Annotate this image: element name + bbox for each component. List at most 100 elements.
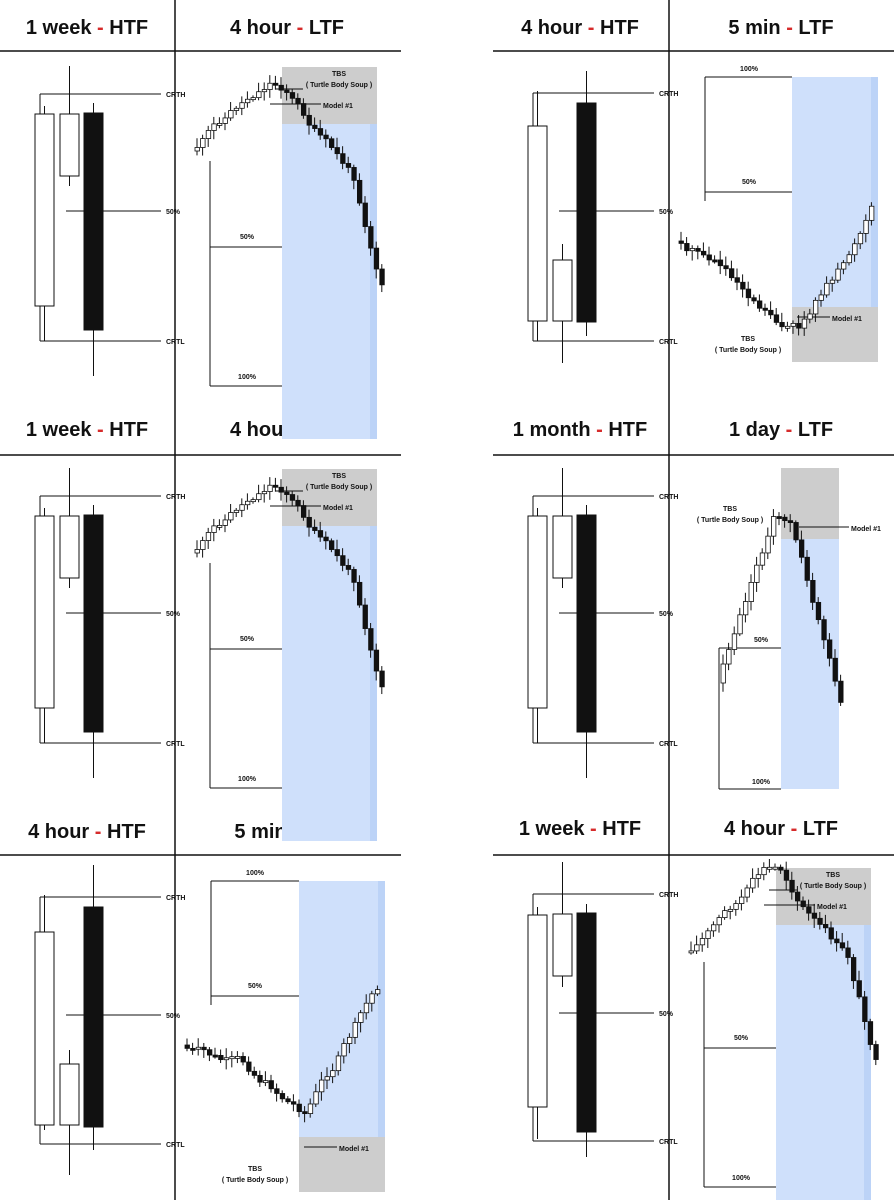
htf-crt-diagram: CRTH CRTL 50% xyxy=(34,468,185,778)
bullish-candle xyxy=(771,516,777,537)
bullish-candle xyxy=(228,110,234,119)
tbs-full-label: ( Turtle Body Soup ) xyxy=(697,517,763,524)
bullish-candle xyxy=(755,874,762,879)
header-timeframe: 1 day xyxy=(729,419,781,441)
bearish-candle xyxy=(678,240,684,244)
bullish-candle xyxy=(200,138,206,148)
bearish-candle xyxy=(345,163,352,168)
bullish-candle xyxy=(223,1057,230,1061)
bullish-candle xyxy=(216,525,223,528)
bullish-candle xyxy=(216,123,223,126)
bearish-candle xyxy=(811,912,818,919)
tbs-full-label: ( Turtle Body Soup ) xyxy=(222,1177,288,1184)
bearish-candle xyxy=(806,906,812,914)
bearish-candle xyxy=(576,912,597,1133)
bearish-candle xyxy=(373,649,380,672)
bearish-candle xyxy=(856,980,862,998)
bullish-candle xyxy=(244,500,251,506)
bullish-candle xyxy=(318,1079,325,1093)
bearish-candle xyxy=(302,1111,308,1115)
ltf-hundred-label: 100% xyxy=(246,870,265,877)
bullish-candle xyxy=(59,113,80,177)
bullish-candle xyxy=(59,515,80,579)
bearish-candle xyxy=(823,924,829,929)
bullish-candle xyxy=(727,908,734,912)
bullish-candle xyxy=(346,1036,353,1044)
bullish-candle xyxy=(211,123,217,131)
bullish-candle xyxy=(313,1091,319,1105)
header-dash: - xyxy=(785,818,803,840)
bearish-candle xyxy=(368,628,374,651)
ltf-fifty-label: 50% xyxy=(240,234,255,241)
fifty-label: 50% xyxy=(166,209,181,216)
bearish-candle xyxy=(723,265,729,270)
bearish-candle xyxy=(257,1074,263,1083)
bullish-candle xyxy=(34,113,55,307)
crtl-label: CRTL xyxy=(659,1139,678,1146)
bearish-candle xyxy=(295,499,301,506)
bearish-candle xyxy=(201,1046,207,1051)
bearish-candle xyxy=(867,1021,874,1045)
bullish-candle xyxy=(733,903,739,910)
bearish-candle xyxy=(832,657,838,682)
bearish-candle xyxy=(379,670,385,688)
header-dash: - xyxy=(591,419,609,441)
bullish-candle xyxy=(761,867,767,876)
bullish-candle xyxy=(256,493,262,501)
model-label: Model #1 xyxy=(323,103,353,110)
header-tag: HTF xyxy=(109,419,148,441)
header-dash: - xyxy=(89,821,107,843)
ltf-bullish-chart: 100% 50% Model #1 TBS ( Turtle Body Soup ) xyxy=(678,66,878,362)
bearish-candle xyxy=(184,1044,190,1049)
bullish-candle xyxy=(857,233,864,245)
bearish-candle xyxy=(778,866,784,871)
bearish-candle xyxy=(362,202,368,227)
header-tag: HTF xyxy=(602,818,641,840)
zone-edge xyxy=(864,925,871,1200)
bearish-candle xyxy=(768,309,774,316)
bearish-candle xyxy=(839,942,846,949)
bullish-candle xyxy=(527,125,548,322)
bearish-candle xyxy=(379,268,385,286)
accumulation-zone xyxy=(299,881,385,1137)
ltf-bearish-chart: 50% 100% TBS ( Turtle Body Soup ) Model #1 xyxy=(194,67,385,439)
bearish-candle xyxy=(290,1101,297,1105)
bearish-candle xyxy=(317,128,324,136)
zone-edge xyxy=(370,526,377,841)
bearish-candle xyxy=(800,900,806,908)
bullish-candle xyxy=(737,614,743,635)
header-timeframe: 4 hour xyxy=(724,818,785,840)
bearish-candle xyxy=(251,1070,258,1076)
crtl-label: CRTL xyxy=(166,339,185,346)
bearish-candle xyxy=(729,268,735,279)
header-tag: HTF xyxy=(109,17,148,39)
bullish-candle xyxy=(195,1046,202,1050)
bullish-candle xyxy=(527,914,548,1108)
ltf-fifty-label: 50% xyxy=(248,983,263,990)
fifty-label: 50% xyxy=(166,1013,181,1020)
ltf-fifty-label: 50% xyxy=(734,1035,749,1042)
bullish-candle xyxy=(759,552,766,566)
panel-header-9: 4 hour - HTF xyxy=(28,821,146,843)
bullish-candle xyxy=(262,1080,269,1084)
bullish-candle xyxy=(34,931,55,1126)
bearish-candle xyxy=(851,957,857,982)
bearish-candle xyxy=(845,947,851,958)
htf-crt-diagram: CRTH CRTL 50% xyxy=(34,865,185,1175)
bullish-candle xyxy=(233,107,240,111)
bearish-candle xyxy=(334,147,340,155)
crth-label: CRTH xyxy=(659,91,678,98)
zone-edge xyxy=(370,124,377,439)
bullish-candle xyxy=(34,515,55,709)
bearish-candle xyxy=(278,486,284,493)
bullish-candle xyxy=(694,944,700,952)
bullish-candle xyxy=(222,519,228,526)
bullish-candle xyxy=(335,1055,342,1072)
bearish-candle xyxy=(362,604,368,629)
bullish-candle xyxy=(267,484,273,492)
bullish-candle xyxy=(829,279,836,284)
bearish-candle xyxy=(323,134,329,140)
bullish-candle xyxy=(699,938,706,946)
header-dash: - xyxy=(780,419,798,441)
bearish-candle xyxy=(289,494,296,501)
